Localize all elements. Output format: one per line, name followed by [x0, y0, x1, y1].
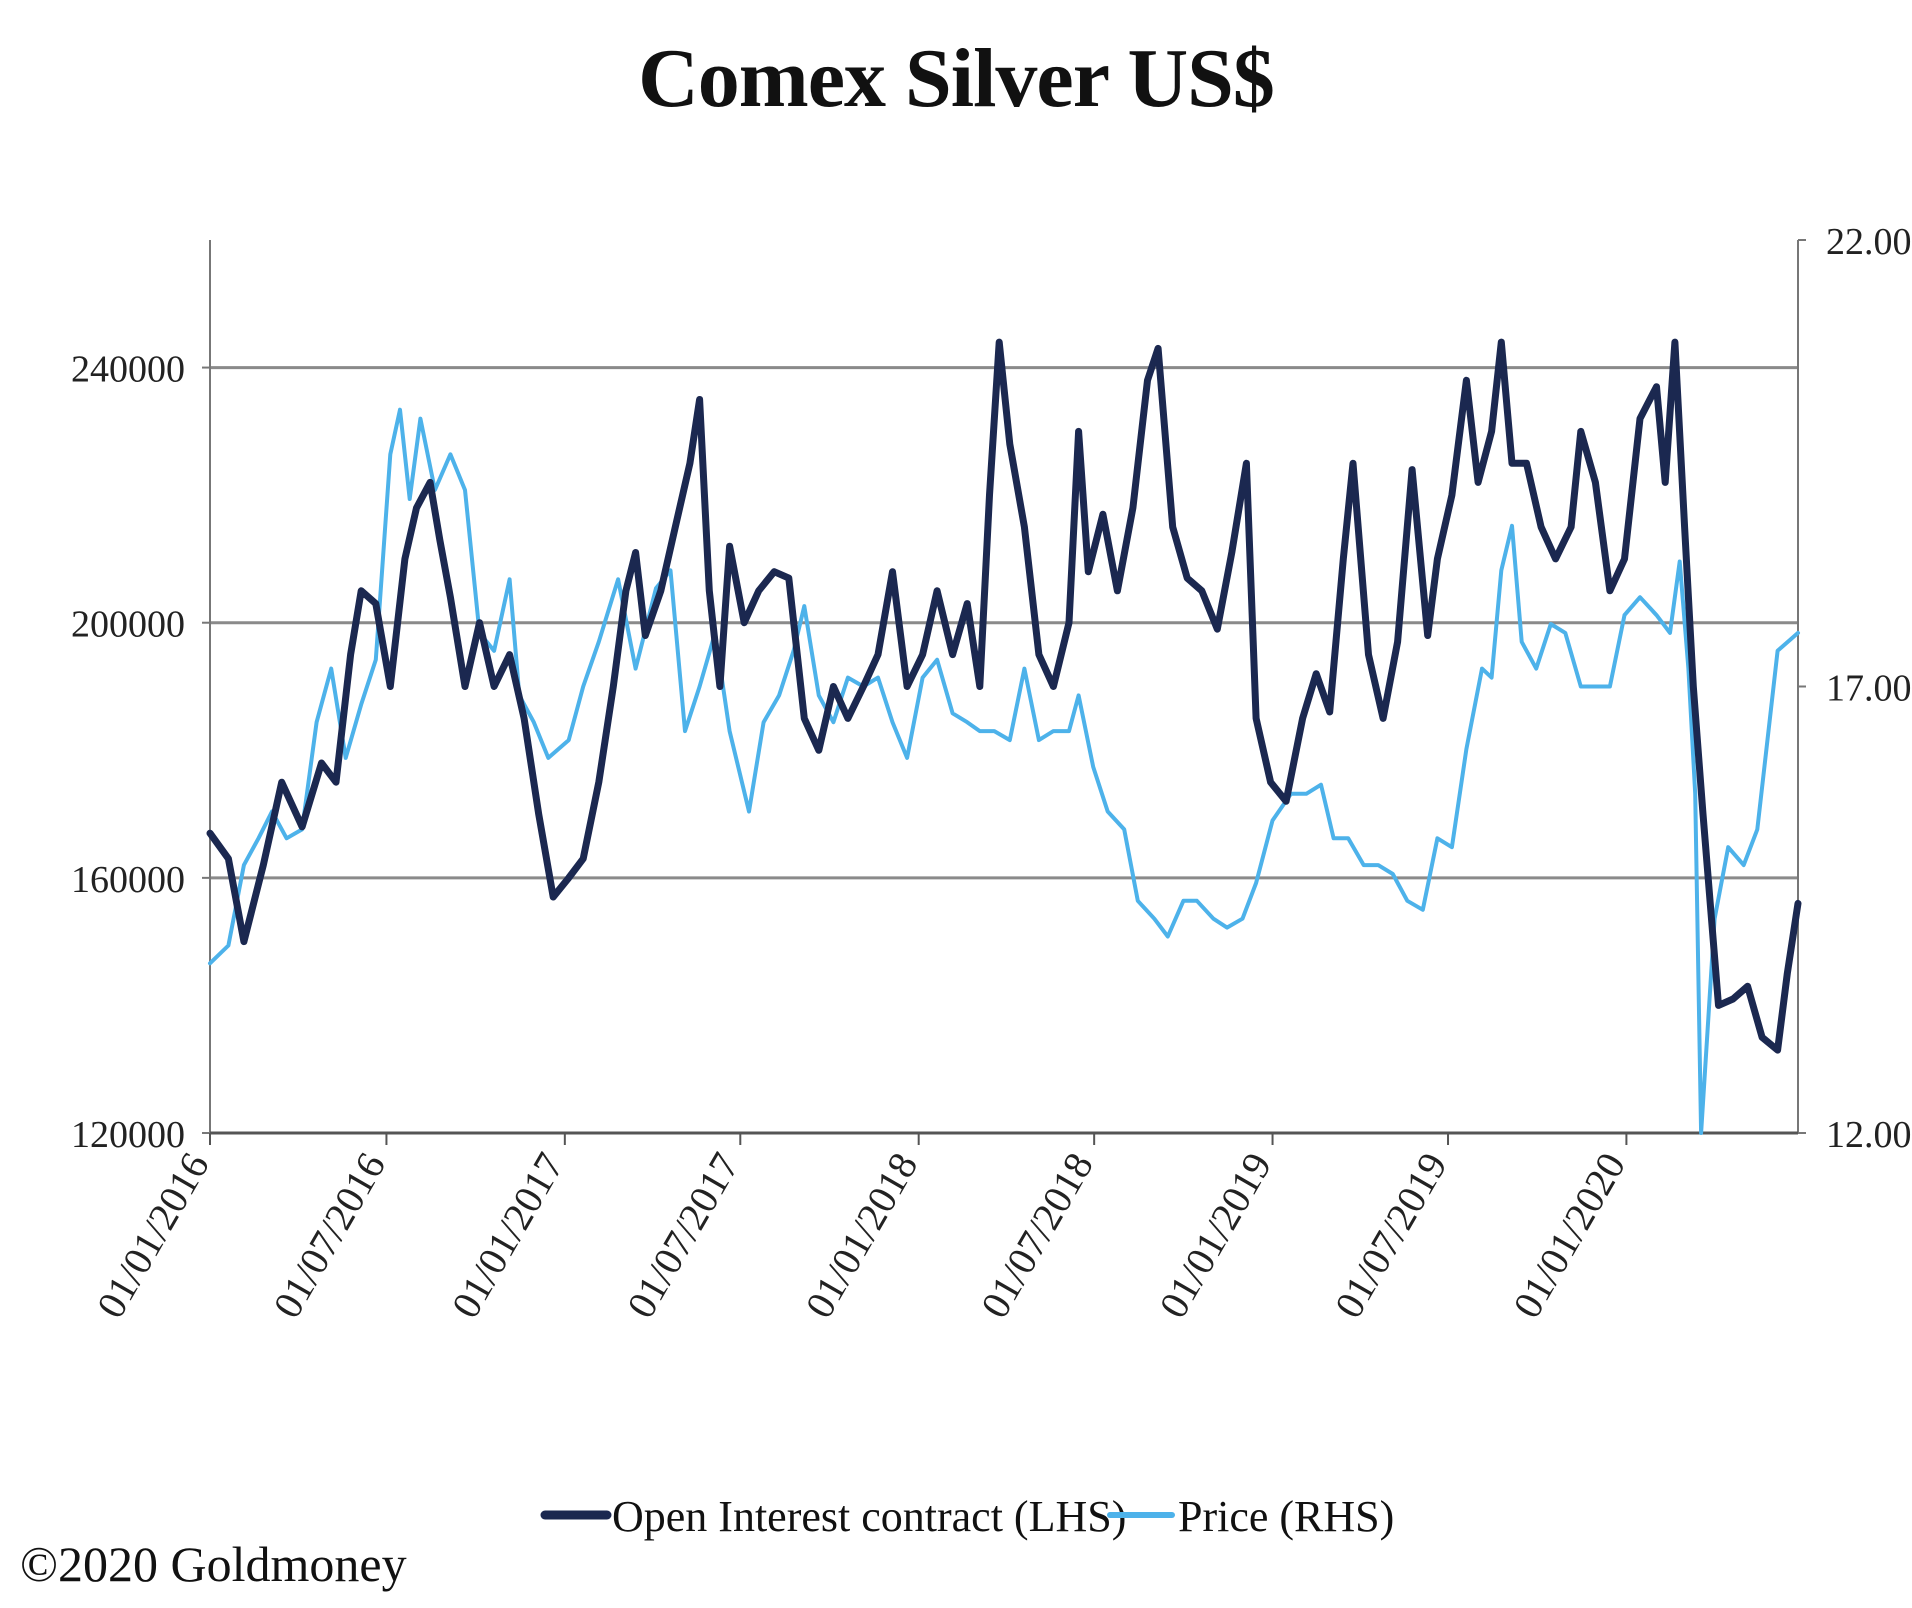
series-line-price [208, 407, 1800, 1135]
x-tick-label: 01/01/2019 [1150, 1145, 1280, 1325]
legend-label: Price (RHS) [1178, 1492, 1394, 1541]
x-tick-label: 01/07/2017 [618, 1145, 748, 1325]
right-tick-label: 17.00 [1826, 668, 1912, 710]
right-tick-label: 12.00 [1826, 1114, 1912, 1156]
series-line-open-interest [206, 338, 1802, 1054]
x-tick-label: 01/07/2016 [264, 1145, 394, 1325]
x-tick-label: 01/01/2016 [88, 1145, 218, 1325]
copyright-text: ©2020 Goldmoney [20, 1536, 407, 1592]
left-tick-label: 160000 [71, 859, 185, 901]
x-tick-label: 01/01/2020 [1504, 1145, 1634, 1325]
left-tick-label: 120000 [71, 1114, 185, 1156]
right-tick-label: 22.00 [1826, 221, 1912, 263]
x-tick-label: 01/01/2017 [443, 1145, 573, 1325]
x-tick-label: 01/07/2018 [972, 1145, 1102, 1325]
chart-title: Comex Silver US$ [638, 32, 1275, 125]
x-tick-label: 01/01/2018 [796, 1145, 926, 1325]
legend-label: Open Interest contract (LHS) [612, 1492, 1126, 1541]
left-tick-label: 200000 [71, 604, 185, 646]
x-tick-label: 01/07/2019 [1326, 1145, 1456, 1325]
left-tick-label: 240000 [71, 349, 185, 391]
